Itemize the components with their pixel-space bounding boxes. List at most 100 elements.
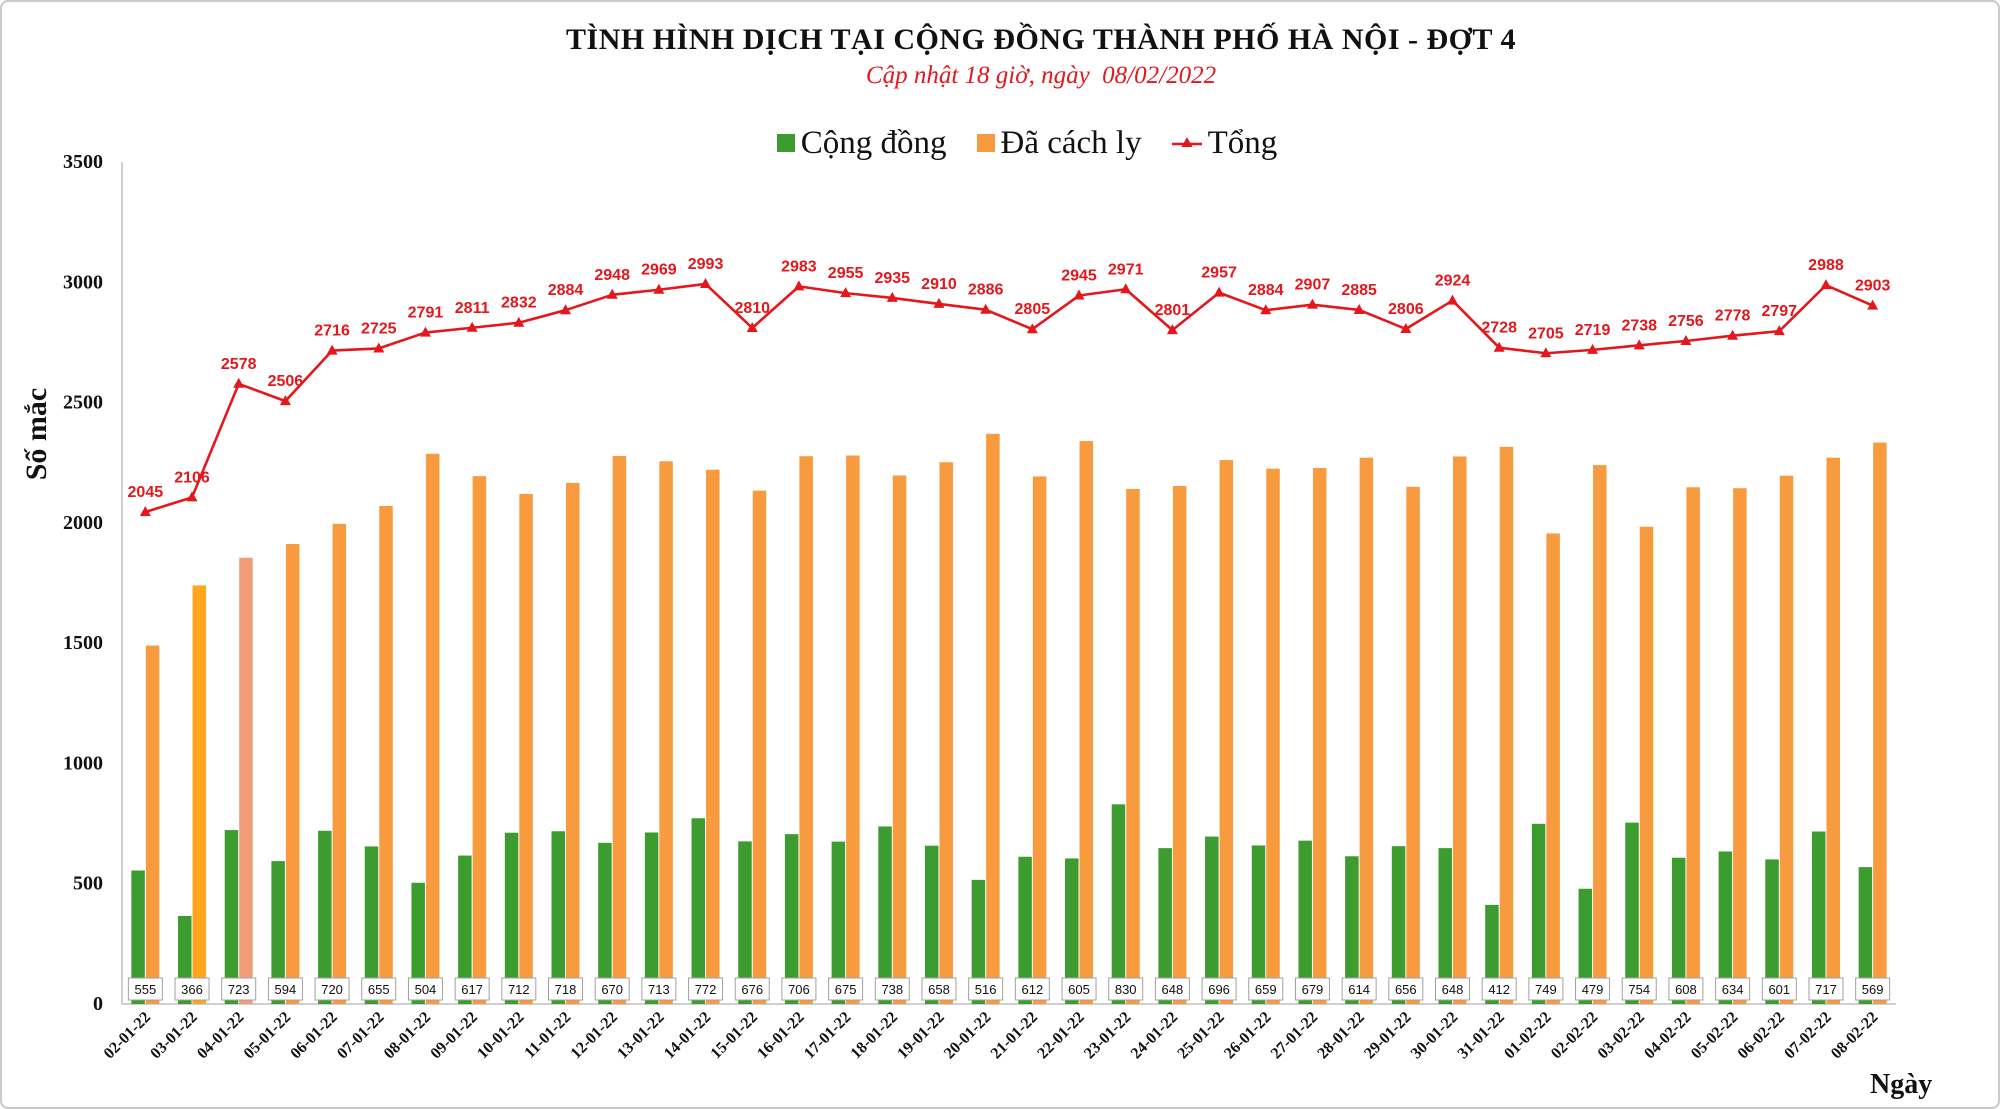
bar-cong-dong — [1345, 856, 1359, 1004]
bar-cong-dong — [1205, 836, 1219, 1004]
bar-cong-dong — [1438, 848, 1452, 1004]
x-tick-label: 18-01-22 — [848, 1009, 901, 1062]
x-tick-label: 26-01-22 — [1221, 1009, 1274, 1062]
data-label-box — [641, 977, 677, 1001]
bar-da-cach-ly — [332, 523, 347, 1004]
bar-cong-dong — [551, 831, 565, 1004]
bar-cong-dong — [1531, 823, 1546, 1004]
bar-cong-dong — [458, 855, 472, 1004]
data-label-text: 617 — [461, 982, 483, 997]
marker-tong — [1447, 294, 1458, 305]
data-label-cong-dong: 679 — [1294, 977, 1330, 1001]
bar-cong-dong — [1298, 840, 1312, 1004]
data-label-tong: 2797 — [1761, 303, 1797, 320]
data-label-tong: 2935 — [874, 270, 910, 287]
cong-dong-data-labels: 555 366 723 594 720 655 504 617 712 718 670 713 772 6… — [127, 977, 1891, 1001]
data-label-box — [968, 977, 1004, 1001]
data-label-cong-dong: 658 — [921, 977, 957, 1001]
data-label-cong-dong: 738 — [874, 977, 910, 1001]
marker-tong — [233, 377, 245, 388]
marker-tong — [1213, 286, 1225, 297]
data-label-tong: 2106 — [174, 469, 210, 486]
legend-swatch-tong — [1171, 137, 1202, 147]
marker-tong — [1120, 283, 1132, 294]
data-label-box — [1341, 977, 1377, 1001]
data-label-box — [548, 977, 583, 1001]
data-label-text: 658 — [928, 982, 950, 997]
data-label-text: 659 — [1255, 982, 1277, 997]
marker-tong — [139, 506, 151, 517]
data-label-cong-dong: 555 — [127, 977, 163, 1001]
data-label-cong-dong: 656 — [1388, 977, 1424, 1001]
bar-da-cach-ly — [1406, 486, 1420, 1004]
data-label-cong-dong: 614 — [1341, 977, 1377, 1001]
legend-item-cong-dong: Cộng đồng — [776, 124, 947, 162]
bar-da-cach-ly — [1032, 476, 1047, 1004]
tong-line-series — [139, 277, 1879, 517]
data-label-text: 718 — [555, 982, 577, 997]
data-label-cong-dong: 718 — [548, 977, 583, 1001]
data-label-tong: 2506 — [268, 373, 304, 390]
legend-label-tong: Tổng — [1207, 124, 1278, 161]
data-label-box — [1435, 977, 1470, 1001]
bar-cong-dong — [691, 818, 706, 1004]
data-label-text: 594 — [275, 982, 297, 997]
bar-da-cach-ly — [472, 476, 487, 1004]
data-label-cong-dong: 675 — [828, 977, 864, 1001]
bar-cong-dong — [224, 830, 239, 1004]
bar-da-cach-ly — [1312, 468, 1327, 1005]
data-label-box — [1528, 977, 1564, 1001]
legend-swatch-da-cach-ly — [976, 134, 995, 152]
data-label-tong: 2578 — [221, 356, 257, 373]
bar-da-cach-ly — [1126, 488, 1140, 1004]
x-tick-label: 05-02-22 — [1688, 1009, 1741, 1062]
data-label-box — [174, 977, 210, 1001]
data-label-tong: 2924 — [1435, 273, 1471, 290]
data-label-tong: 2988 — [1808, 257, 1844, 274]
legend-swatch-cong-dong — [776, 134, 795, 152]
data-label-text: 412 — [1488, 982, 1510, 997]
x-tick-label: 28-01-22 — [1314, 1009, 1367, 1062]
data-label-cong-dong: 655 — [361, 977, 397, 1001]
marker-tong — [1633, 339, 1645, 350]
data-label-tong: 2884 — [548, 282, 584, 299]
legend-label-cong-dong: Cộng đồng — [800, 124, 947, 161]
data-label-tong: 2993 — [688, 256, 724, 273]
data-label-box — [688, 977, 724, 1001]
data-label-text: 555 — [134, 982, 156, 997]
legend: Cộng đồng Đã cách ly Tổng — [54, 122, 2000, 164]
x-tick-label: 02-01-22 — [101, 1009, 154, 1062]
data-label-text: 772 — [695, 982, 717, 997]
data-label-tong: 2885 — [1341, 282, 1377, 299]
marker-tong — [1680, 334, 1692, 345]
marker-tong — [373, 342, 385, 353]
marker-tong — [700, 277, 712, 288]
bar-cong-dong — [364, 846, 379, 1004]
x-tick-label: 08-02-22 — [1828, 1009, 1881, 1062]
marker-tong — [746, 321, 758, 332]
bar-cong-dong — [131, 870, 145, 1004]
y-tick-label: 500 — [73, 873, 103, 895]
bar-da-cach-ly — [239, 557, 253, 1004]
data-label-box — [1201, 977, 1237, 1001]
data-label-text: 713 — [648, 982, 670, 997]
x-tick-label: 16-01-22 — [754, 1009, 807, 1062]
data-label-box — [1575, 977, 1611, 1001]
x-tick-label: 09-01-22 — [427, 1009, 480, 1062]
data-label-box — [361, 977, 397, 1001]
x-tick-label: 24-01-22 — [1128, 1009, 1181, 1062]
data-label-tong: 2725 — [361, 320, 397, 337]
data-label-cong-dong: 601 — [1761, 977, 1797, 1001]
marker-tong — [793, 280, 805, 291]
x-tick-label: 14-01-22 — [661, 1009, 714, 1062]
data-label-cong-dong: 605 — [1061, 977, 1097, 1001]
marker-tong — [653, 283, 665, 294]
x-tick-label: 04-02-22 — [1641, 1009, 1694, 1062]
x-tick-label: 19-01-22 — [894, 1009, 947, 1062]
data-label-text: 676 — [741, 982, 763, 997]
data-label-tong: 2884 — [1248, 282, 1284, 299]
x-tick-labels: 02-01-2203-01-2204-01-2205-01-2206-01-22… — [101, 1009, 1882, 1062]
data-label-tong: 2791 — [408, 305, 444, 322]
data-label-tong: 2945 — [1061, 268, 1097, 285]
